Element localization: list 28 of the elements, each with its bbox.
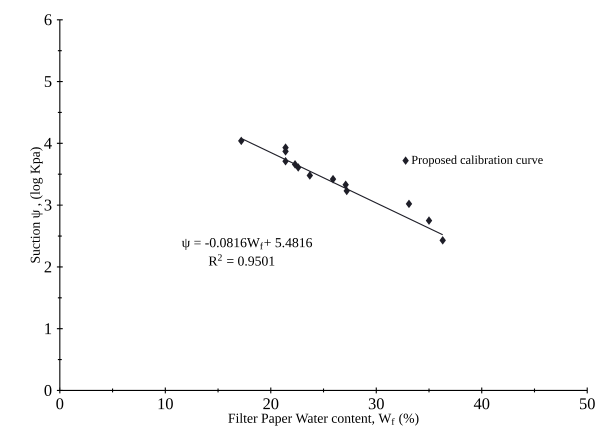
y-tick-label: 5 bbox=[44, 76, 52, 88]
point bbox=[406, 200, 412, 208]
point bbox=[344, 186, 350, 196]
point bbox=[282, 157, 289, 166]
point bbox=[330, 175, 336, 184]
point bbox=[426, 216, 432, 225]
x-tick-label: 20 bbox=[263, 398, 278, 410]
point bbox=[342, 180, 349, 189]
x-tick-label: 10 bbox=[158, 398, 173, 410]
point bbox=[295, 163, 302, 172]
annotation: R$^{2}$ = 0.9501 bbox=[208, 254, 274, 266]
x-tick-label: 40 bbox=[474, 398, 490, 410]
y-tick-label: 6 bbox=[44, 14, 52, 26]
y-tick-label: 0 bbox=[44, 384, 52, 396]
y-tick-label: 4 bbox=[44, 138, 52, 149]
annotation: ψ = -0.0816W$_{f}$+ 5.4816 bbox=[182, 238, 312, 250]
y-axis-title: Suction ψ , (log Kpa) bbox=[30, 147, 43, 263]
x-axis-title: Filter Paper Water content, W$_{f}$ (%) bbox=[228, 413, 418, 426]
y-tick-label: 3 bbox=[44, 200, 52, 211]
point bbox=[238, 136, 244, 146]
y-tick-label: 2 bbox=[44, 262, 52, 272]
point bbox=[440, 236, 446, 245]
legend-label: Proposed calibration curve bbox=[412, 155, 543, 167]
y-tick-label: 1 bbox=[45, 323, 52, 334]
x-tick-label: 0 bbox=[56, 398, 64, 410]
x-tick-label: 50 bbox=[580, 398, 595, 410]
point bbox=[306, 171, 313, 180]
x-tick-label: 30 bbox=[368, 398, 384, 410]
